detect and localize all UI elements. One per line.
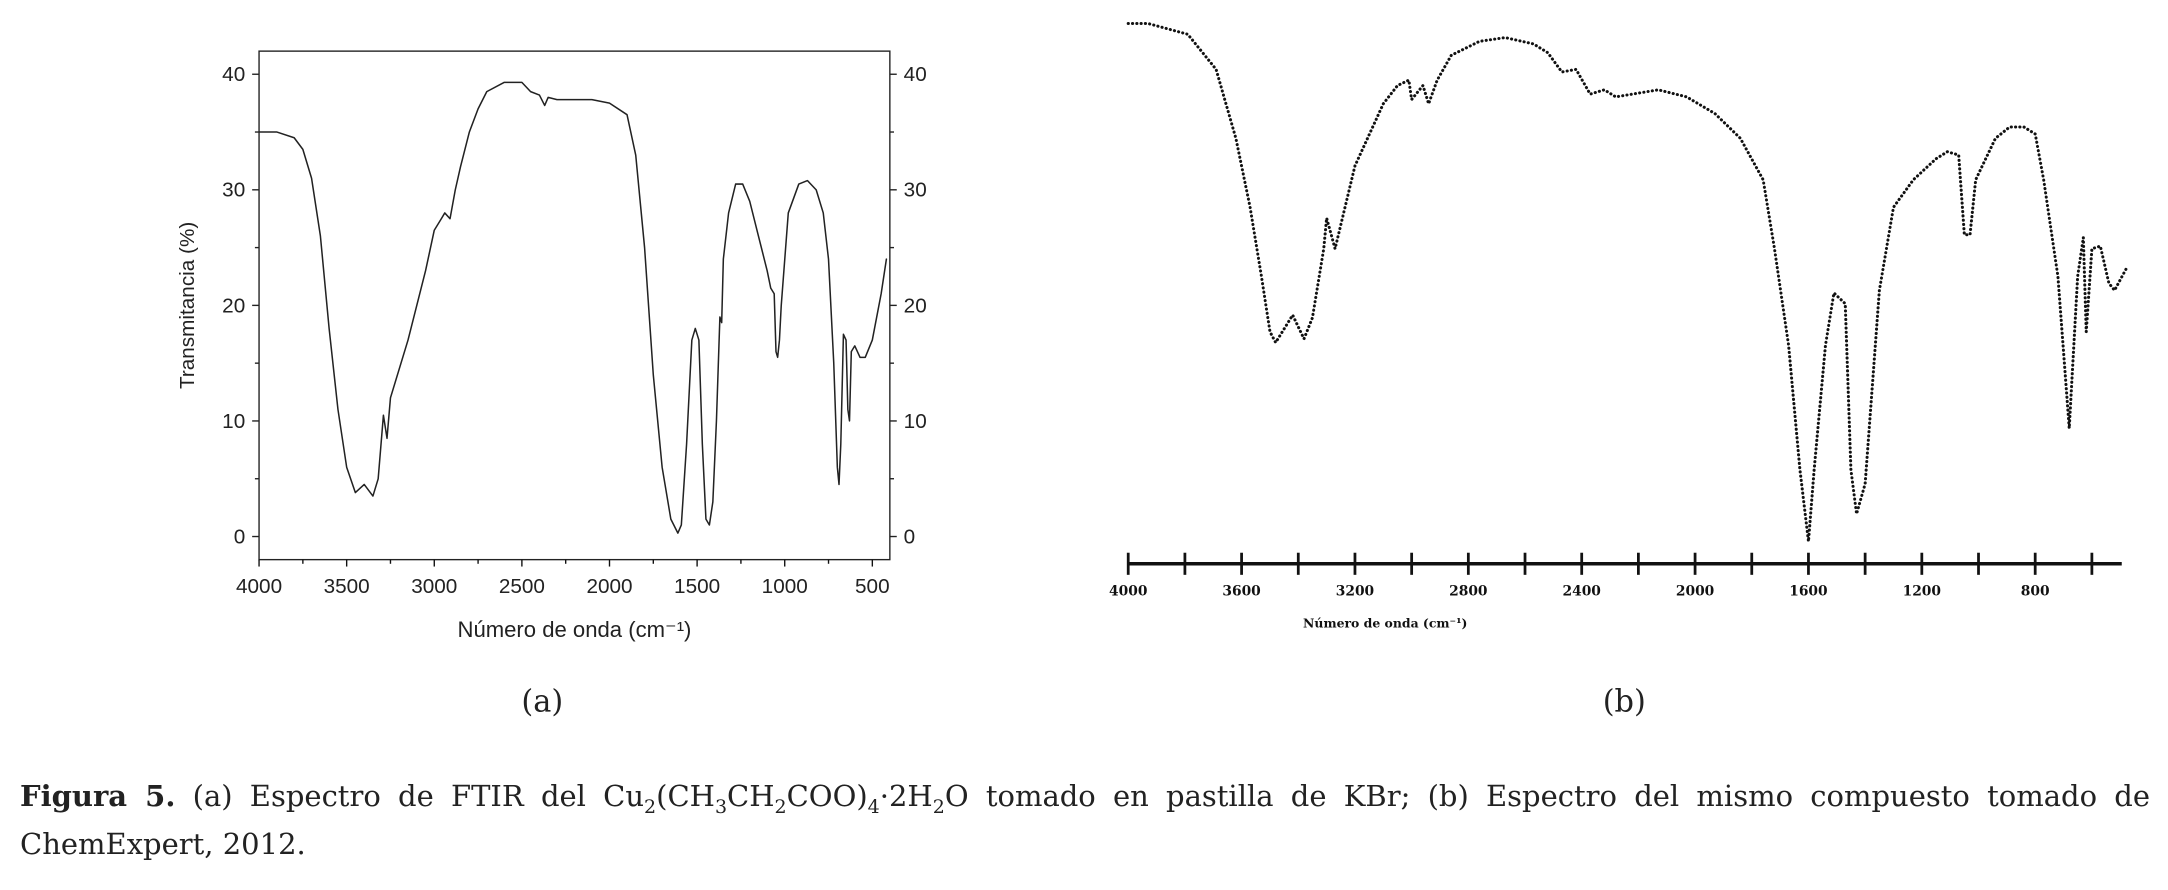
x-tick-label: 500 <box>855 575 890 598</box>
caption-line: Figura 5. (a) Espectro de FTIR del Cu2(C… <box>20 772 2150 820</box>
x-tick-label: 3200 <box>1336 584 1374 600</box>
x-tick-label: 2500 <box>499 575 545 598</box>
spectrum-line <box>258 81 888 534</box>
x-tick-label: 1200 <box>1903 584 1941 600</box>
y-tick-label-right: 40 <box>904 63 927 86</box>
x-tick-label: 2000 <box>586 575 632 598</box>
caption-text: CH <box>727 779 775 813</box>
x-tick-label: 4000 <box>236 575 282 598</box>
panel-label: (b) <box>1603 685 1646 720</box>
panel-label: (a) <box>521 685 563 720</box>
spectrum-line <box>1126 21 2128 543</box>
y-tick-label-right: 0 <box>904 525 916 548</box>
y-tick-label-right: 20 <box>904 294 927 317</box>
y-tick-label-right: 10 <box>904 410 927 433</box>
caption-label: Figura 5. <box>20 779 176 813</box>
caption-subscript: 3 <box>714 795 728 818</box>
caption-subscript: 2 <box>932 795 945 818</box>
y-axis-label: Transmitancia (%) <box>176 222 199 389</box>
caption-text: (a) Espectro de FTIR del Cu <box>175 779 645 813</box>
caption-line: ChemExpert, 2012. <box>20 827 306 861</box>
x-axis-label: Número de onda (cm⁻¹) <box>1303 615 1467 630</box>
x-tick-label: 800 <box>2021 584 2050 600</box>
caption-subscript: 2 <box>644 795 657 818</box>
x-tick-label: 2000 <box>1676 584 1714 600</box>
x-tick-label: 3600 <box>1222 584 1260 600</box>
caption-text: COO) <box>786 779 868 813</box>
x-tick-label: 1500 <box>674 575 720 598</box>
y-tick-label: 30 <box>222 179 245 202</box>
x-tick-label: 1600 <box>1789 584 1827 600</box>
caption: Figura 5. (a) Espectro de FTIR del Cu2(C… <box>20 772 2150 868</box>
x-tick-label: 2800 <box>1449 584 1487 600</box>
caption-subscript: 4 <box>867 795 880 818</box>
caption-text: ·2H <box>879 779 933 813</box>
x-tick-label: 3000 <box>411 575 457 598</box>
caption-text: O tomado en pastilla de KBr; (b) Espectr… <box>944 779 2150 813</box>
y-tick-label: 10 <box>222 410 245 433</box>
x-tick-label: 2400 <box>1563 584 1601 600</box>
y-tick-label: 0 <box>234 525 246 548</box>
plot-frame <box>258 50 891 561</box>
x-tick-label: 1000 <box>762 575 808 598</box>
x-tick-label: 4000 <box>1109 584 1147 600</box>
y-tick-label: 20 <box>222 294 245 317</box>
caption-subscript: 2 <box>774 795 787 818</box>
y-tick-label-right: 30 <box>904 179 927 202</box>
x-axis-label: Número de onda (cm⁻¹) <box>458 617 692 642</box>
x-tick-label: 3500 <box>324 575 370 598</box>
caption-text: (CH <box>656 779 715 813</box>
y-tick-label: 40 <box>222 63 245 86</box>
charts: 0 0 10 10 20 20 30 30 40 40 Transmitancia (%) 4000 3… <box>176 21 2128 720</box>
